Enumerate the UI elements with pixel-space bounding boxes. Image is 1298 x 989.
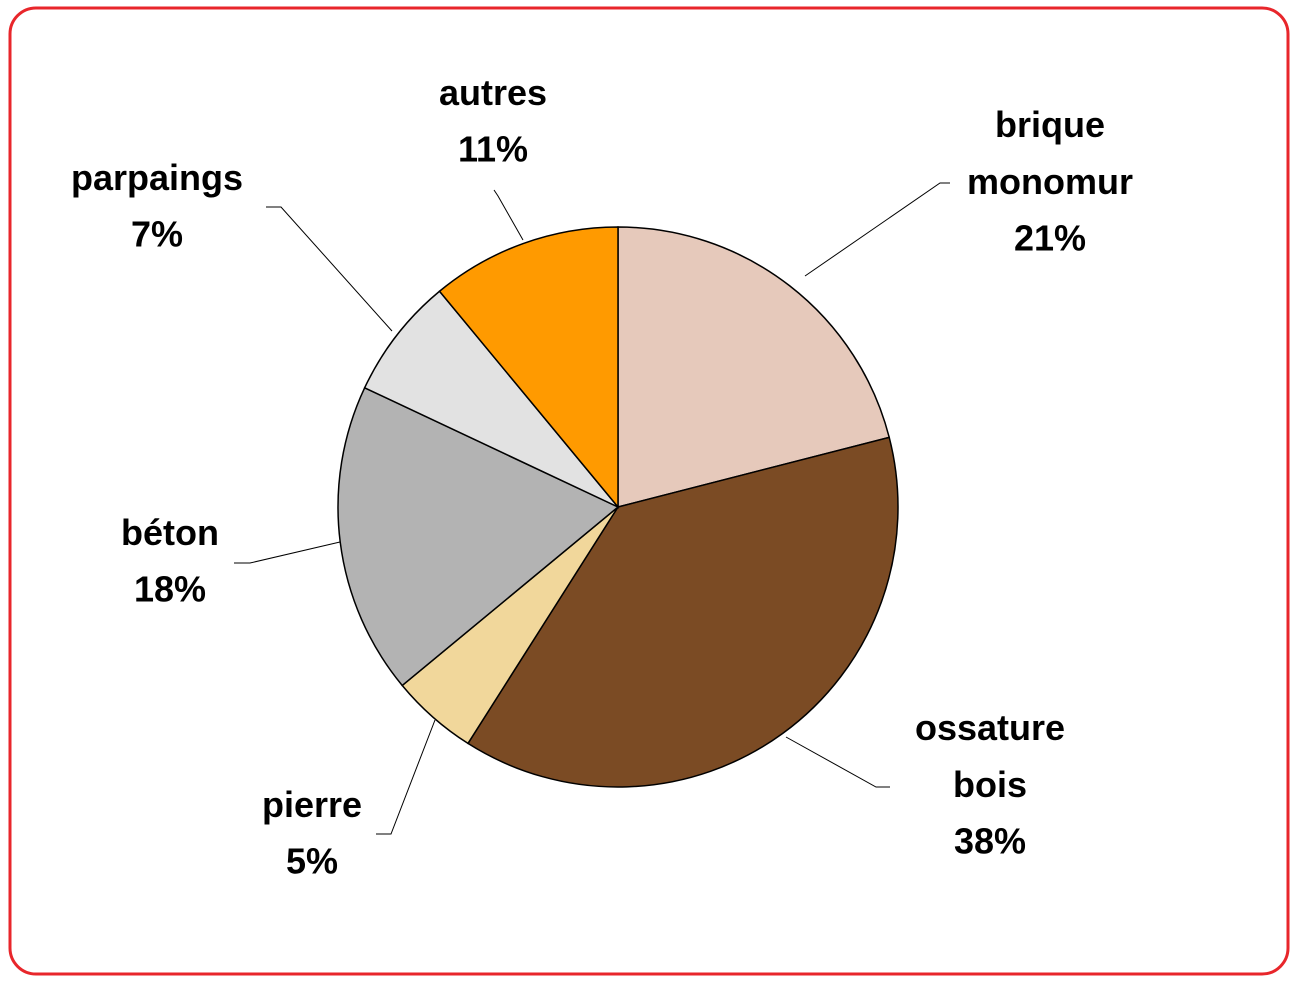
value-label: 21% [1014, 218, 1086, 259]
value-label: 18% [134, 569, 206, 610]
leader-line [376, 719, 436, 835]
leader-line [785, 736, 890, 788]
leader-line [234, 541, 341, 564]
leader-line [804, 182, 950, 277]
pie-slice [363, 290, 619, 508]
leader-line [493, 189, 524, 241]
slice-label: béton [121, 512, 219, 553]
pie-slice [337, 386, 620, 687]
slice-label: brique monomur [967, 104, 1133, 202]
slice-label: autres [439, 72, 547, 113]
pie-slice [466, 436, 899, 788]
value-label: 11% [458, 129, 528, 170]
leader-line [266, 206, 393, 332]
slice-label: pierre [262, 784, 362, 825]
value-label: 5% [286, 841, 338, 882]
value-label: 7% [131, 214, 183, 255]
pie-slice [438, 226, 619, 510]
slice-label: parpaings [71, 157, 243, 198]
value-label: 38% [954, 821, 1026, 862]
slice-label: ossature bois [915, 707, 1065, 805]
pie-slice [617, 226, 891, 508]
